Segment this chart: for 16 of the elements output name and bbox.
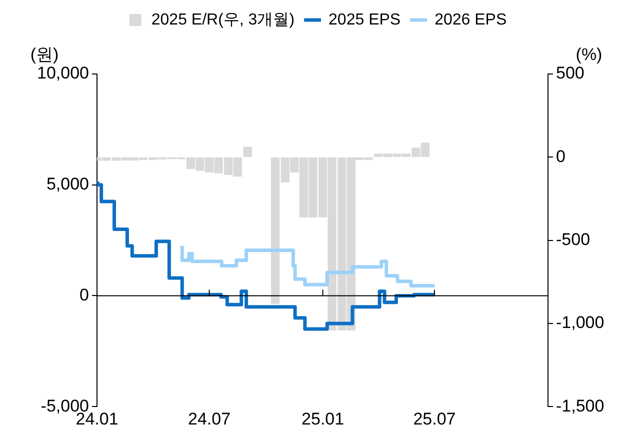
x-tick-label: 24.07 bbox=[188, 409, 231, 428]
y2-tick-label: -1,500 bbox=[556, 396, 604, 416]
legend-label: 2026 EPS bbox=[434, 11, 507, 28]
legend-label: 2025 EPS bbox=[328, 11, 401, 28]
y2-tick-label: 0 bbox=[556, 146, 566, 166]
y-tick-label: 5,000 bbox=[46, 174, 89, 194]
y2-tick-label: 500 bbox=[556, 64, 584, 83]
x-tick-label: 25.01 bbox=[302, 409, 344, 428]
y2-tick-label: -500 bbox=[556, 230, 590, 249]
y-tick-label: 0 bbox=[80, 285, 89, 304]
y2-axis-title: (%) bbox=[576, 45, 602, 64]
legend-label: 2025 E/R(우, 3개월) bbox=[151, 11, 295, 28]
x-tick-label: 25.07 bbox=[413, 409, 456, 428]
y-tick-label: 10,000 bbox=[37, 64, 89, 83]
y2-tick-label: -1,000 bbox=[556, 313, 604, 332]
y-axis-title: (원) bbox=[30, 45, 59, 64]
